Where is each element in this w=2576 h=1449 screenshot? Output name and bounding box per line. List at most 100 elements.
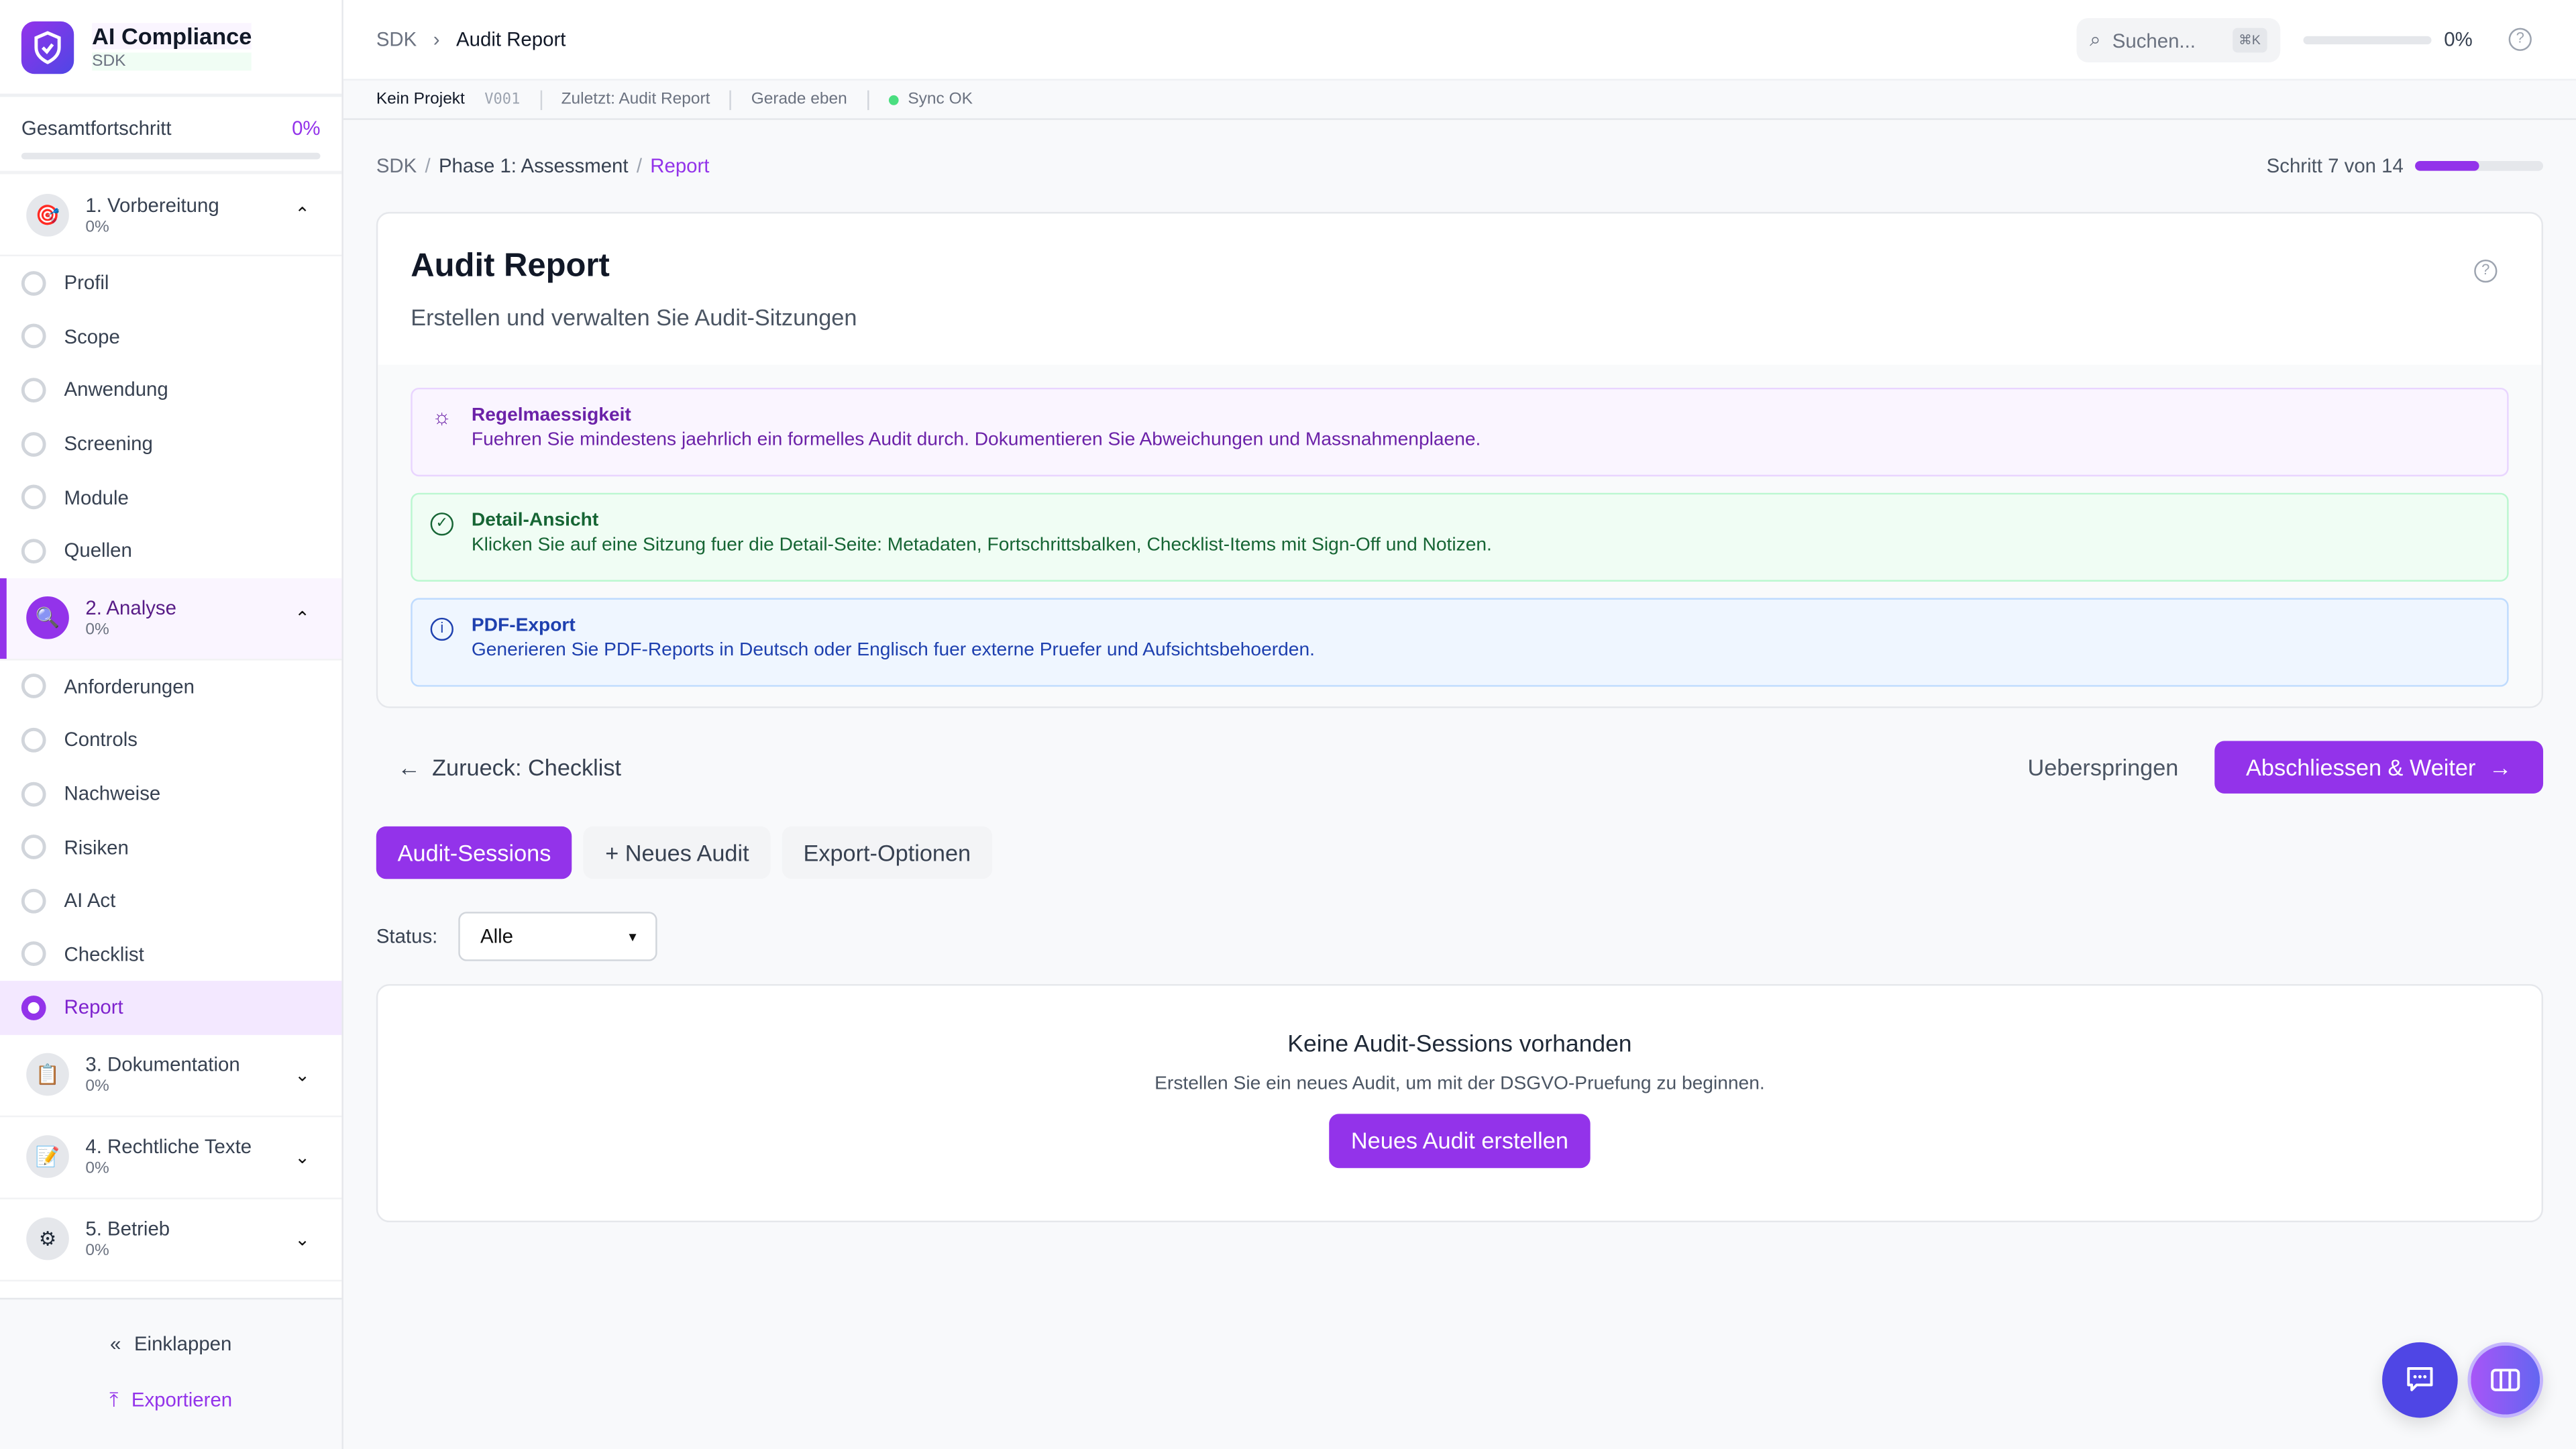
skip-button[interactable]: Ueberspringen [2027, 754, 2179, 781]
sidebar-item[interactable]: Controls [0, 713, 341, 767]
tip-box: ✓ Detail-Ansicht Klicken Sie auf eine Sitz… [411, 492, 2509, 582]
sidebar-item-label: Checklist [64, 943, 144, 966]
tip-title: Detail-Ansicht [471, 511, 599, 531]
export-label: Exportieren [131, 1388, 233, 1411]
crumb-phase[interactable]: Phase 1: Assessment [438, 154, 629, 178]
filter-label: Status: [376, 924, 438, 949]
project-name: Kein Projekt [376, 90, 465, 109]
crumb-report: Report [650, 154, 710, 178]
upload-icon: ⤒ [109, 1388, 119, 1411]
chevron-up-icon: ⌃ [294, 608, 310, 629]
status-circle-icon [21, 781, 46, 806]
step-navigation: ← Zurueck: Checklist Ueberspringen Abschl… [376, 741, 2544, 794]
tabs: Audit-Sessions + Neues Audit Export-Opti… [376, 826, 992, 879]
status-select-value: Alle [480, 924, 514, 949]
sidebar-item[interactable]: Checklist [0, 928, 341, 981]
collapse-label: Einklappen [133, 1332, 232, 1356]
page-breadcrumb: SDK / Phase 1: Assessment / Report [376, 154, 710, 178]
status-circle-icon [21, 270, 46, 296]
next-label: Abschliessen & Weiter [2246, 754, 2476, 781]
back-button[interactable]: ← Zurueck: Checklist [398, 754, 621, 780]
status-bar: Kein Projekt V001 Zuletzt: Audit Report … [343, 80, 2576, 120]
total-pct: 0% [292, 116, 321, 140]
tab-new-audit[interactable]: + Neues Audit [584, 826, 771, 879]
sidebar-item-label: Controls [64, 729, 138, 752]
help-icon[interactable]: ? [2474, 259, 2498, 283]
sidebar: AI Compliance SDK Gesamtfortschritt 0% 🎯 1.… [0, 0, 343, 1449]
tip-text: Generieren Sie PDF-Reports in Deutsch od… [471, 641, 1315, 661]
header-breadcrumb: SDK › Audit Report [376, 28, 566, 51]
sidebar-item[interactable]: Screening [0, 417, 341, 471]
crumb-sdk[interactable]: SDK [376, 154, 417, 178]
tab-export-options[interactable]: Export-Optionen [782, 826, 992, 879]
total-progress-bar [21, 152, 321, 160]
chevrons-left-icon: « [109, 1332, 121, 1356]
section-label: 3. Dokumentation [85, 1053, 240, 1077]
section-label: 4. Rechtliche Texte [85, 1135, 252, 1159]
sidebar-item-label: Scope [64, 325, 120, 348]
section-icon: 🎯 [26, 193, 69, 236]
crumb-current: Audit Report [456, 28, 566, 51]
columns-button[interactable] [2467, 1342, 2544, 1418]
sidebar-section-5[interactable]: ⚙ 5. Betrieb 0% ⌄ [0, 1199, 342, 1281]
status-circle-icon [21, 431, 46, 456]
create-audit-button[interactable]: Neues Audit erstellen [1330, 1114, 1590, 1169]
sidebar-item[interactable]: Quellen [0, 524, 341, 578]
status-circle-icon [21, 378, 46, 402]
sidebar-item-label: Profil [64, 271, 109, 295]
sidebar-item-label: Quellen [64, 539, 132, 563]
app-subtitle: SDK [92, 52, 252, 71]
page-title: Audit Report [411, 248, 610, 284]
info-icon: i [430, 617, 453, 641]
sidebar-section-4[interactable]: 📝 4. Rechtliche Texte 0% ⌄ [0, 1117, 342, 1199]
status-select[interactable]: Alle ▾ [459, 912, 658, 961]
section-pct: 0% [85, 1078, 109, 1097]
section-icon: 🔍 [26, 596, 69, 639]
chat-button[interactable] [2382, 1342, 2458, 1418]
export-button[interactable]: ⤒ Exportieren [0, 1388, 341, 1413]
section-pct: 0% [85, 621, 109, 639]
chevron-down-icon: ⌄ [294, 1148, 310, 1168]
top-header: SDK › Audit Report ⌕ Suchen... ⌘K 0% ? [343, 0, 2576, 81]
sidebar-item[interactable]: Report [0, 981, 342, 1035]
sidebar-item[interactable]: AI Act [0, 874, 341, 928]
sidebar-item[interactable]: Anwendung [0, 364, 341, 417]
collapse-button[interactable]: « Einklappen [0, 1332, 341, 1355]
status-circle-icon [21, 727, 46, 753]
status-circle-icon [21, 942, 46, 967]
complete-next-button[interactable]: Abschliessen & Weiter → [2214, 741, 2544, 794]
columns-icon [2491, 1368, 2520, 1391]
sidebar-item[interactable]: Profil [0, 256, 341, 310]
sidebar-section-2[interactable]: 🔍 2. Analyse 0% ⌃ [0, 577, 342, 660]
tip-text: Fuehren Sie mindestens jaehrlich ein for… [471, 430, 1481, 451]
sidebar-item[interactable]: Nachweise [0, 767, 341, 820]
status-circle-icon [21, 538, 46, 564]
arrow-left-icon: ← [397, 754, 421, 781]
sidebar-item-label: AI Act [64, 889, 116, 912]
sidebar-item-label: Risiken [64, 835, 129, 859]
search-input[interactable]: ⌕ Suchen... ⌘K [2076, 17, 2281, 63]
header-progress-bar [2303, 36, 2432, 45]
search-placeholder: Suchen... [2112, 28, 2196, 52]
help-icon[interactable]: ? [2508, 28, 2532, 51]
tab-audit-sessions[interactable]: Audit-Sessions [376, 826, 573, 879]
section-icon: 📝 [26, 1135, 69, 1179]
sidebar-item-label: Anwendung [64, 378, 168, 402]
sidebar-section-3[interactable]: 📋 3. Dokumentation 0% ⌄ [0, 1034, 342, 1117]
sidebar-item[interactable]: Anforderungen [0, 659, 341, 713]
sidebar-item-label: Module [64, 486, 129, 509]
sidebar-item[interactable]: Risiken [0, 820, 341, 874]
section-label: 1. Vorbereitung [85, 193, 219, 217]
back-label: Zurueck: Checklist [432, 754, 622, 781]
sidebar-item[interactable]: Module [0, 470, 341, 524]
sidebar-section-1[interactable]: 🎯 1. Vorbereitung 0% ⌃ [0, 174, 342, 257]
version: V001 [484, 91, 521, 108]
shortcut-badge: ⌘K [2232, 28, 2267, 53]
crumb-root[interactable]: SDK [376, 28, 417, 51]
shield-check-icon [21, 20, 74, 73]
lightbulb-icon: ☼ [432, 404, 452, 429]
section-icon: 📋 [26, 1053, 69, 1097]
chevron-down-icon: ⌄ [294, 1065, 310, 1086]
sidebar-item[interactable]: Scope [0, 310, 341, 364]
status-circle-icon [21, 995, 46, 1020]
